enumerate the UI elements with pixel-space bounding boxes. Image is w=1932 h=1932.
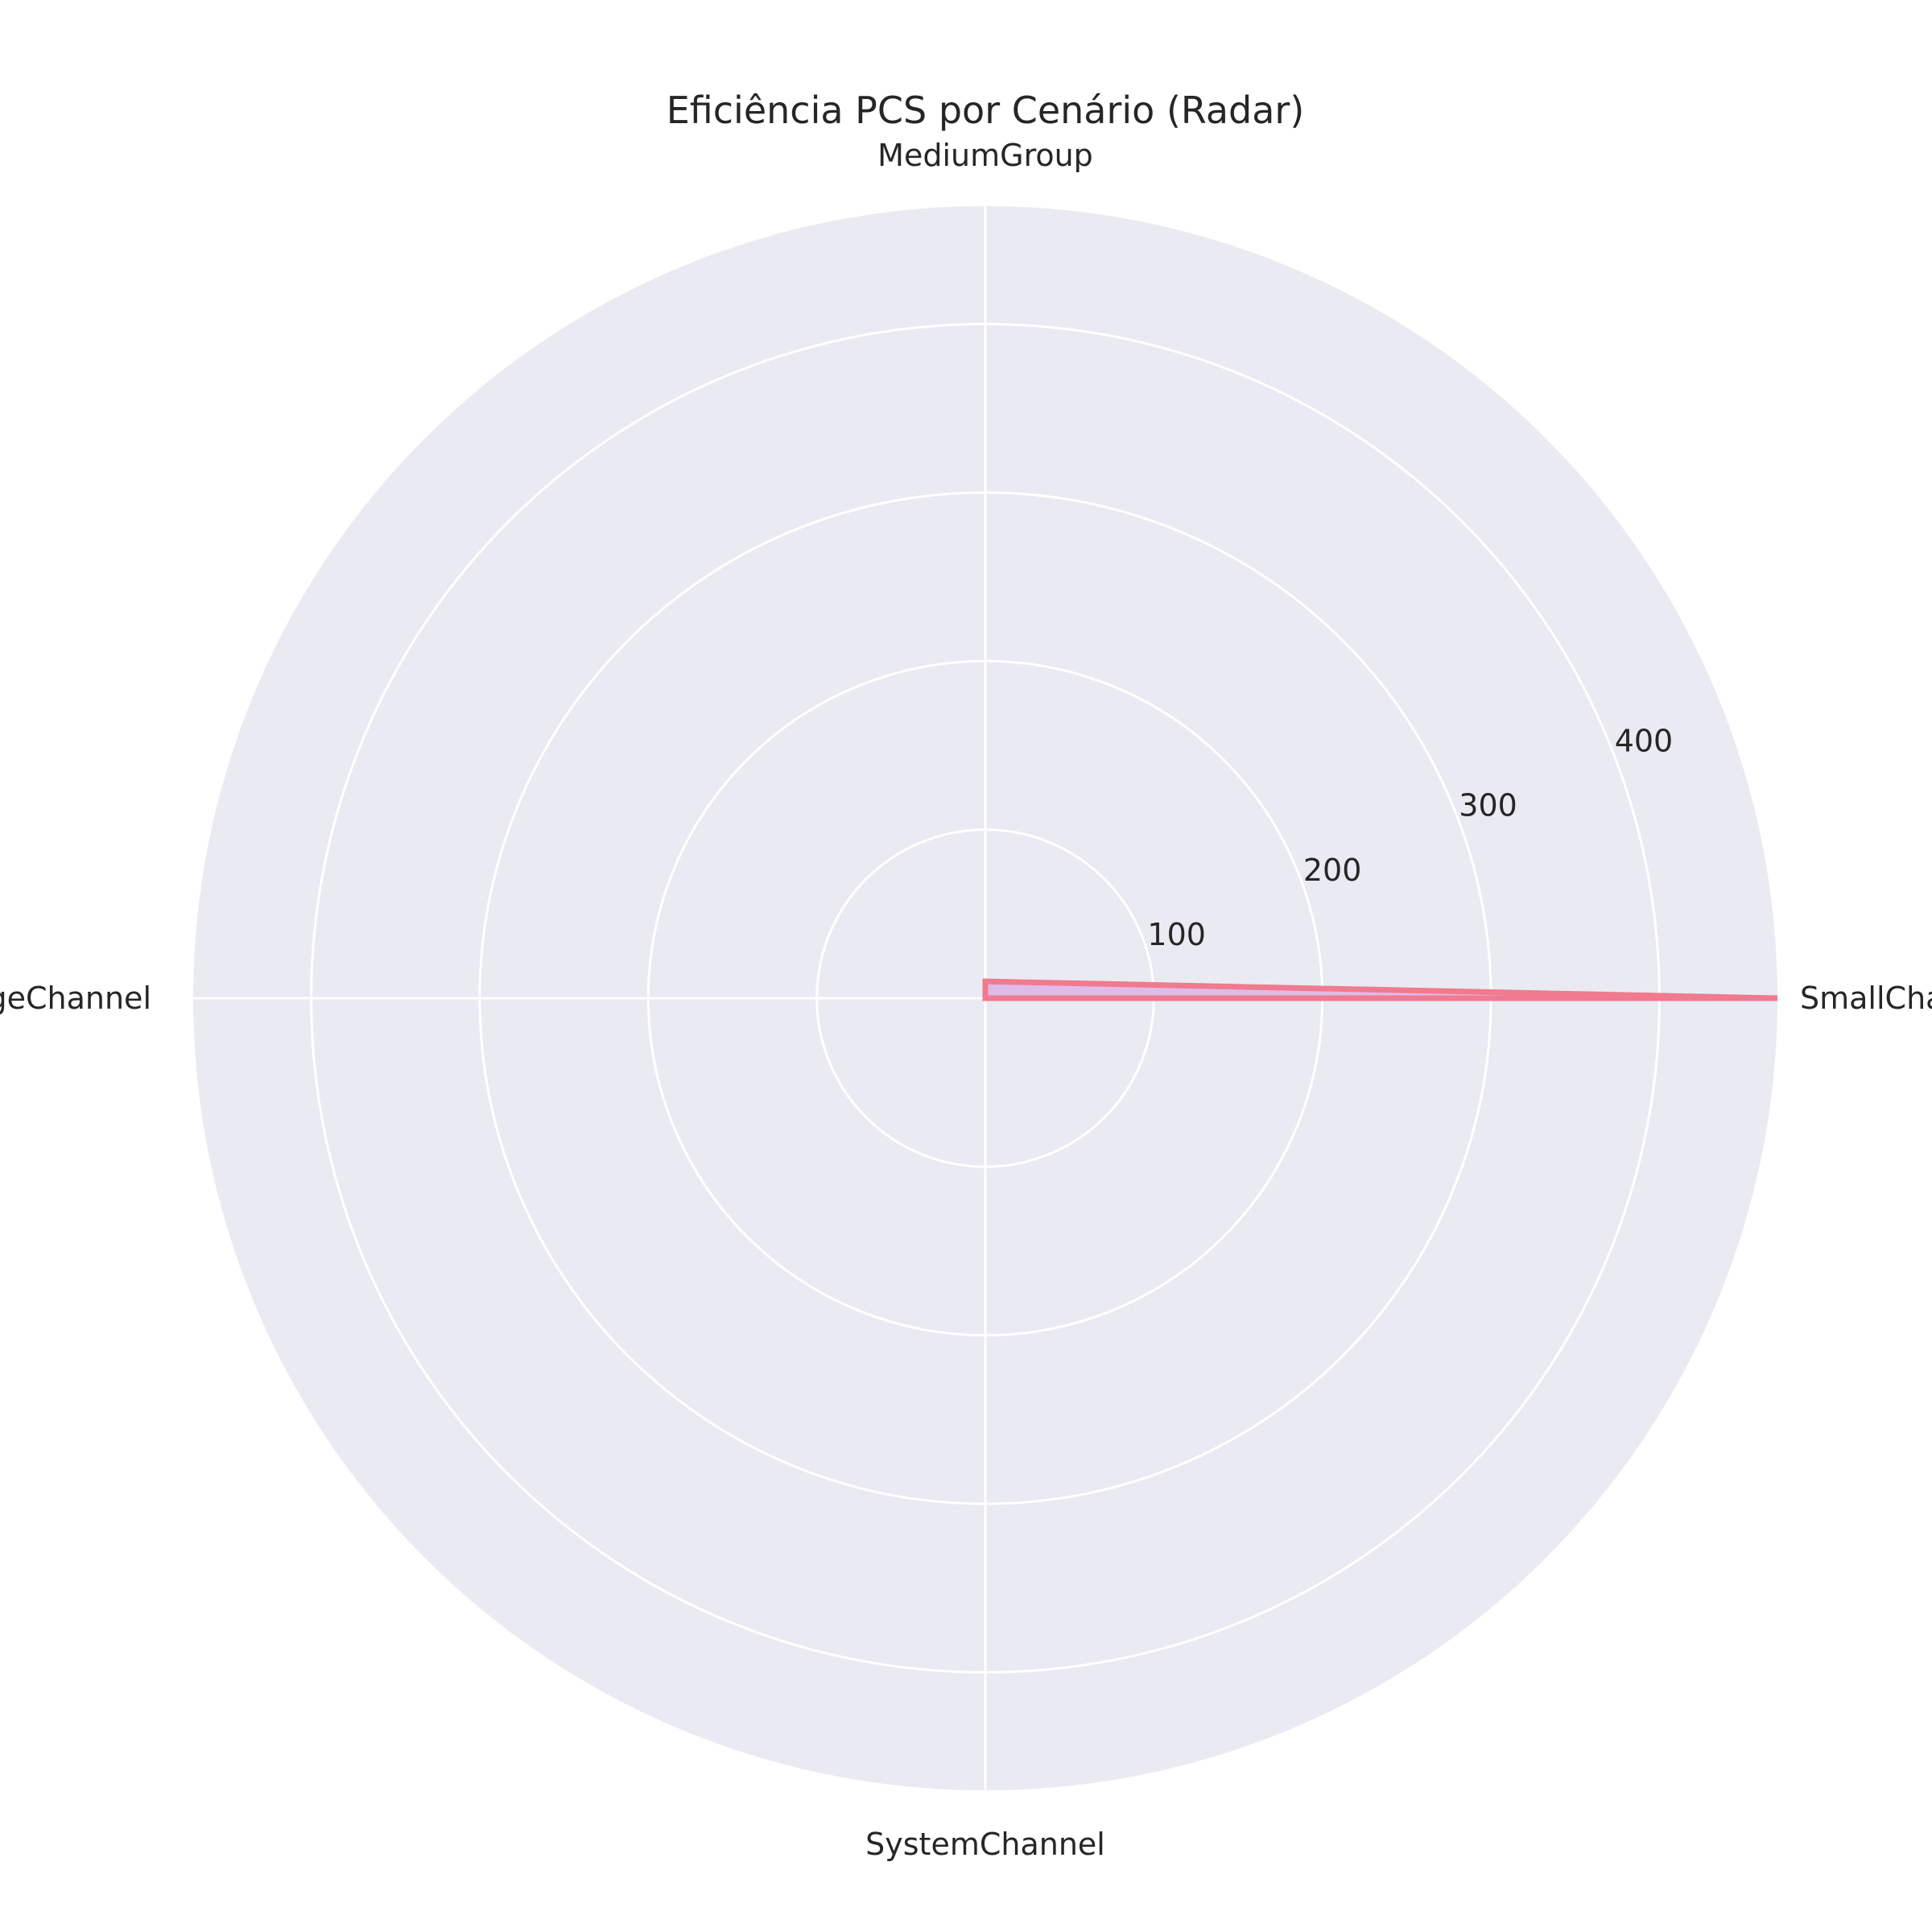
category-label-smallchat: SmallChat xyxy=(1800,980,1932,1016)
series-line-0 xyxy=(982,978,1778,1001)
radial-tick-100: 100 xyxy=(1147,917,1206,952)
radial-tick-200: 200 xyxy=(1303,852,1362,888)
category-label-largechannel: LargeChannel xyxy=(0,980,151,1016)
radial-tick-300: 300 xyxy=(1459,788,1517,824)
category-label-mediumgroup: MediumGroup xyxy=(877,138,1093,173)
chart-title: Eficiência PCS por Cenário (Radar) xyxy=(667,89,1305,132)
category-label-systemchannel: SystemChannel xyxy=(865,1827,1105,1862)
category-labels: SmallChat MediumGroup LargeChannel SystemCh… xyxy=(0,138,1932,1862)
radial-tick-labels: 100 200 300 400 xyxy=(1147,724,1673,952)
radial-tick-400: 400 xyxy=(1615,724,1674,759)
series-group xyxy=(982,978,1778,1001)
